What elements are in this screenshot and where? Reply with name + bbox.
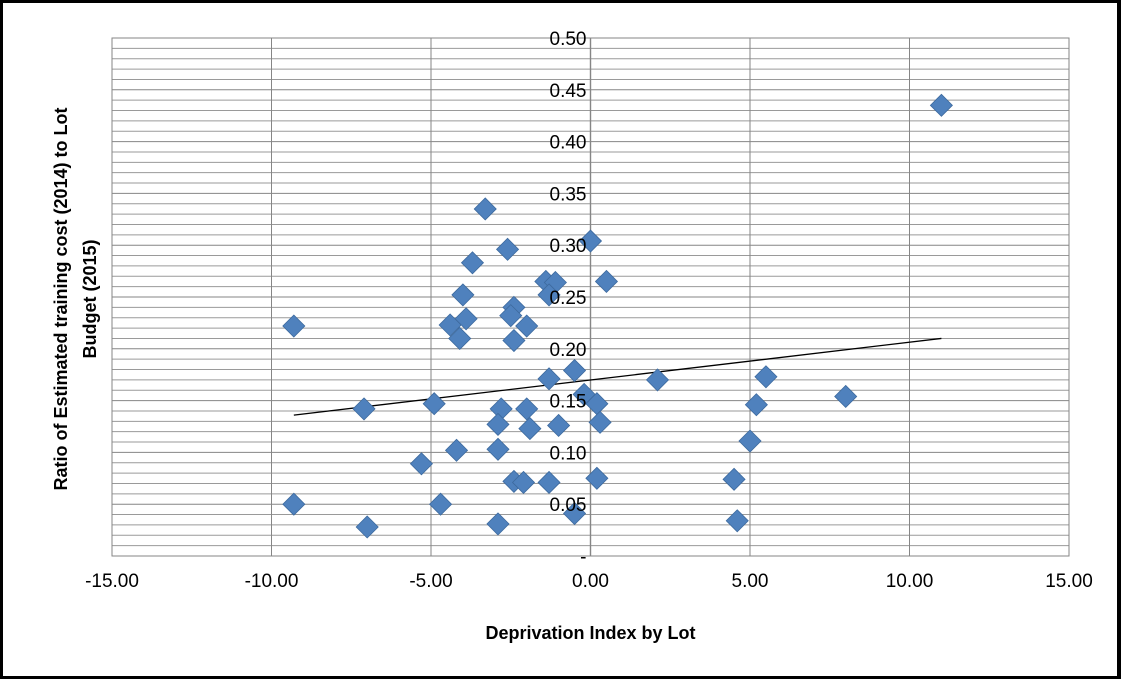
data-point-marker [594,269,619,294]
data-point-marker [473,197,497,221]
data-point-marker [754,365,778,389]
data-point-marker [562,501,587,526]
y-axis-title-line-2: Budget (2015) [80,239,100,358]
y-tick-label: 0.45 [550,81,587,102]
y-tick-label: 0.15 [550,392,587,413]
data-point-marker [502,328,526,353]
y-tick-label: 0.35 [550,184,587,205]
data-point-marker [537,470,561,495]
data-point-marker [725,509,749,533]
data-point-marker [486,437,510,461]
data-point-marker [585,466,609,490]
data-point-marker [282,492,306,516]
data-point-marker [722,467,746,491]
data-point-marker [460,251,485,275]
data-point-marker [588,410,612,434]
data-point-marker [409,452,433,476]
x-axis-title: Deprivation Index by Lot [485,623,695,643]
data-point-marker [645,368,670,392]
y-axis-title: Ratio of Estimated training cost (2014) … [51,107,100,490]
y-axis-tick-labels: - 0.05 0.10 0.15 0.20 0.25 0.30 0.35 0.40 0.45 0.5… [550,29,587,568]
x-tick-label: 10.00 [886,571,934,592]
data-point-marker [438,313,462,337]
data-point-marker [486,512,510,536]
y-tick-label: 0.40 [550,133,587,154]
data-point-marker [422,392,446,416]
data-point-marker [486,412,510,436]
linear-trendline [293,337,942,416]
x-tick-label: -15.00 [85,571,139,592]
data-point-marker [448,326,472,351]
data-point-marker [562,358,587,383]
data-point-marker [537,367,561,391]
x-tick-label: -5.00 [409,571,452,592]
data-point-marker [834,384,858,409]
data-point-marker [352,397,376,421]
y-tick-label: 0.30 [550,236,587,257]
y-tick-label: 0.10 [550,443,587,464]
data-point-marker [451,283,475,307]
data-point-marker [444,438,469,462]
plot-area-border [111,37,1070,557]
y-tick-label: 0.25 [550,288,587,309]
x-tick-label: -10.00 [245,571,299,592]
data-point-marker [537,283,561,307]
data-points [282,93,953,539]
data-point-marker [355,515,379,539]
data-point-marker [744,393,768,417]
data-point-marker [515,314,539,338]
x-tick-label: 15.00 [1045,571,1093,592]
data-point-marker [499,304,523,328]
x-tick-label: 5.00 [732,571,769,592]
x-tick-label: 0.00 [572,571,609,592]
data-point-marker [429,492,453,516]
y-tick-label: 0.20 [550,340,587,361]
x-axis-tick-labels: -15.00 -10.00 -5.00 0.00 5.00 10.00 15.00 [85,571,1093,592]
y-tick-label: - [580,547,586,568]
data-point-marker [929,93,953,117]
data-point-marker [547,413,571,438]
data-point-marker [282,314,306,338]
data-point-marker [518,417,542,441]
y-tick-label: 0.05 [550,495,587,516]
y-axis-title-line-1: Ratio of Estimated training cost (2014) … [51,107,71,490]
data-point-marker [515,397,539,421]
data-point-marker [511,470,536,495]
data-point-marker [738,429,762,453]
y-tick-label: 0.50 [550,29,587,50]
data-point-marker [495,237,520,261]
data-point-marker [578,229,603,253]
